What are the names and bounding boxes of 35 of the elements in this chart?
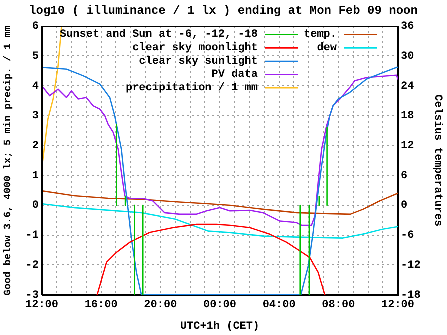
legend-label: PV data xyxy=(212,69,258,82)
y2-tick-label: -12 xyxy=(401,260,421,272)
y-tick-label: 5 xyxy=(32,51,40,64)
x-tick-label: 04:00 xyxy=(262,299,296,312)
legend-label: clear sky sunlight xyxy=(139,56,258,68)
x-axis-title: UTC+1h (CET) xyxy=(180,321,260,334)
y-tick-label: 3 xyxy=(32,110,40,123)
y-tick-label: 0 xyxy=(32,200,39,212)
y2-axis-title: Celsius temperatures xyxy=(432,94,444,227)
x-tick-label: 00:00 xyxy=(203,299,237,312)
y2-tick-label: -6 xyxy=(401,230,414,242)
y-tick-label: 4 xyxy=(32,80,40,93)
x-tick-label: 20:00 xyxy=(144,299,178,312)
chart-title: log10 ( illuminance / 1 lx ) ending at Mon Feb 09 noon xyxy=(29,4,418,18)
x-tick-label: 12:00 xyxy=(25,299,59,312)
x-tick-label: 12:00 xyxy=(381,299,415,312)
legend-label: precipitation / 1 mm xyxy=(126,82,258,94)
y-tick-label: 2 xyxy=(32,140,39,153)
y2-tick-label: 18 xyxy=(401,110,415,123)
y2-tick-label: 36 xyxy=(401,21,414,34)
y-axis-title: Good below 3.6, 4000 lx; 5 min precip. / 1 mm xyxy=(2,26,15,296)
y2-tick-label: 30 xyxy=(401,51,414,64)
legend-label: dew xyxy=(317,42,338,54)
y-tick-label: 6 xyxy=(32,21,39,34)
x-tick-label: 08:00 xyxy=(322,299,356,312)
y2-tick-label: 6 xyxy=(401,170,408,182)
legend-label: clear sky moonlight xyxy=(132,42,258,54)
y-tick-label: 1 xyxy=(32,170,40,182)
y2-tick-label: 12 xyxy=(401,140,414,153)
y-tick-label: -1 xyxy=(26,230,40,242)
y-tick-label: -2 xyxy=(26,260,39,272)
y2-tick-label: 24 xyxy=(401,80,415,93)
x-tick-label: 16:00 xyxy=(84,299,118,312)
legend-label: temp. xyxy=(304,29,337,42)
y2-tick-label: 0 xyxy=(401,200,408,212)
